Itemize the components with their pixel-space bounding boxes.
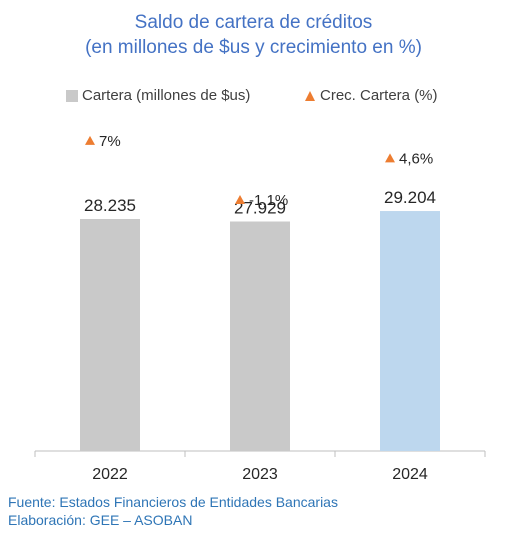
- growth-label-2023: -1,1%: [249, 192, 288, 209]
- bar-label-2023: 27.929: [234, 199, 286, 218]
- growth-marker-2024: [385, 153, 395, 163]
- bar-2022: [80, 219, 140, 451]
- bar-2023: [230, 221, 290, 451]
- elaboration-note: Elaboración: GEE – ASOBAN: [8, 512, 193, 528]
- x-tick-label-2024: 2024: [392, 466, 428, 483]
- legend-label-cartera: Cartera (millones de $us): [82, 87, 251, 104]
- legend: Cartera (millones de $us) Crec. Cartera …: [0, 86, 507, 106]
- legend-swatch-cartera: [66, 90, 78, 102]
- bar-label-2022: 28.235: [84, 196, 136, 215]
- growth-marker-2023: [235, 195, 245, 205]
- source-note: Fuente: Estados Financieros de Entidades…: [8, 494, 338, 510]
- chart-subtitle: (en millones de $us y crecimiento en %): [85, 37, 422, 58]
- legend-marker-crec: [305, 91, 315, 101]
- bar-label-2024: 29.204: [384, 188, 436, 207]
- growth-label-2024: 4,6%: [399, 150, 433, 167]
- growth-label-2022: 7%: [99, 133, 121, 150]
- growth-marker-2022: [85, 135, 95, 145]
- x-tick-label-2022: 2022: [92, 466, 128, 483]
- chart-title: Saldo de cartera de créditos: [134, 12, 373, 33]
- legend-label-crec: Crec. Cartera (%): [320, 87, 438, 104]
- x-tick-label-2023: 2023: [242, 466, 278, 483]
- bar-2024: [380, 211, 440, 451]
